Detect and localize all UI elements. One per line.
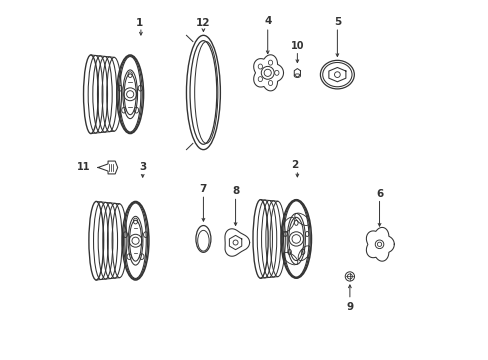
Text: 3: 3 <box>139 162 146 172</box>
Text: 12: 12 <box>196 18 210 28</box>
Text: 4: 4 <box>264 16 271 26</box>
Text: 2: 2 <box>290 160 298 170</box>
Text: 8: 8 <box>231 186 239 197</box>
Text: 9: 9 <box>346 302 353 312</box>
Text: 5: 5 <box>333 17 340 27</box>
Text: 6: 6 <box>375 189 383 199</box>
Text: 1: 1 <box>135 18 142 28</box>
Text: 7: 7 <box>199 184 207 194</box>
Text: 10: 10 <box>290 41 304 51</box>
Text: 11: 11 <box>77 162 91 172</box>
